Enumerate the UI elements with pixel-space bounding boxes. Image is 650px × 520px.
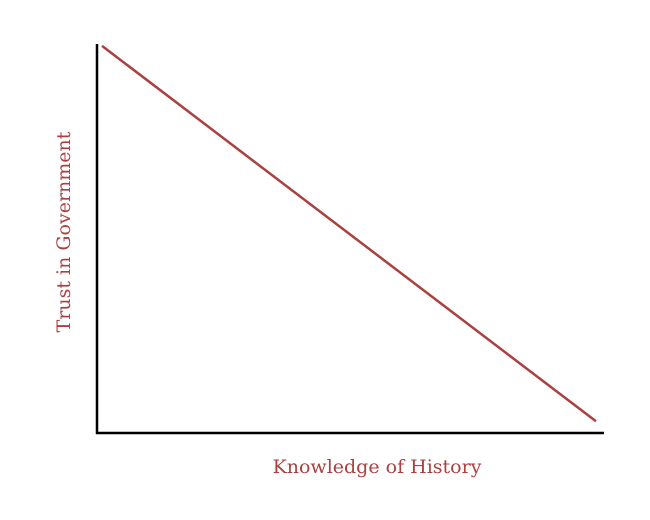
x-axis-label: Knowledge of History: [273, 456, 482, 478]
trend-line: [101, 44, 597, 423]
y-axis-label: Trust in Government: [53, 131, 75, 332]
